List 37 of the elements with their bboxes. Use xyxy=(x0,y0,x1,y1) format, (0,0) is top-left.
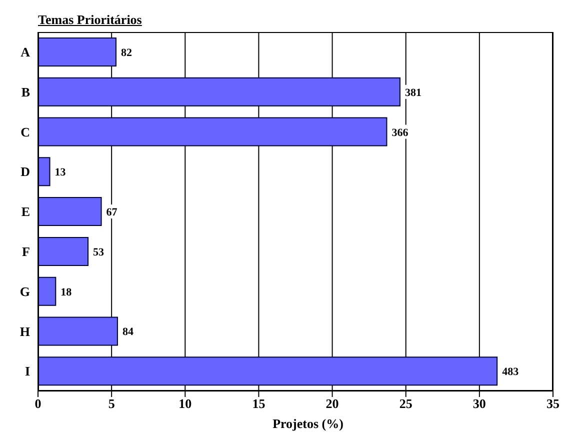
y-tick-label: H xyxy=(20,324,30,339)
bar xyxy=(38,236,89,266)
bar xyxy=(38,356,498,386)
y-tick-label: F xyxy=(22,244,30,260)
x-tick-label: 35 xyxy=(546,396,560,412)
x-tick-label: 10 xyxy=(178,396,192,412)
chart-title: Temas Prioritários xyxy=(38,12,142,28)
annotation: 67 xyxy=(106,206,118,219)
bar xyxy=(38,38,116,66)
y-tick-label: G xyxy=(20,284,30,299)
y-tick-label: D xyxy=(20,164,30,180)
x-tick-label: 25 xyxy=(399,396,413,412)
y-tick-label: A xyxy=(20,44,31,60)
y-tick-label: I xyxy=(24,364,30,379)
y-tick-label: E xyxy=(21,204,30,220)
x-tick-label: 15 xyxy=(252,396,266,412)
annotation: 381 xyxy=(404,86,422,99)
annotation: 84 xyxy=(122,326,134,338)
annotation: 53 xyxy=(93,246,105,258)
x-axis-title: Projetos (%) xyxy=(272,416,344,431)
x-tick-label: 20 xyxy=(326,396,339,412)
bar xyxy=(38,197,102,226)
x-tick-label: 0 xyxy=(34,396,42,412)
x-tick-label: 5 xyxy=(108,396,116,412)
bar xyxy=(38,157,50,186)
annotation: 13 xyxy=(54,166,66,179)
annotation: 366 xyxy=(392,126,409,139)
bar xyxy=(38,276,56,306)
y-tick-label: C xyxy=(20,124,30,140)
annotation: 483 xyxy=(502,366,520,378)
bar xyxy=(38,117,388,146)
bar xyxy=(38,316,118,346)
y-tick-label: B xyxy=(21,84,30,100)
bar xyxy=(38,77,400,106)
annotation: 18 xyxy=(60,286,72,298)
x-tick-label: 30 xyxy=(472,396,486,412)
annotation: 82 xyxy=(120,47,132,59)
